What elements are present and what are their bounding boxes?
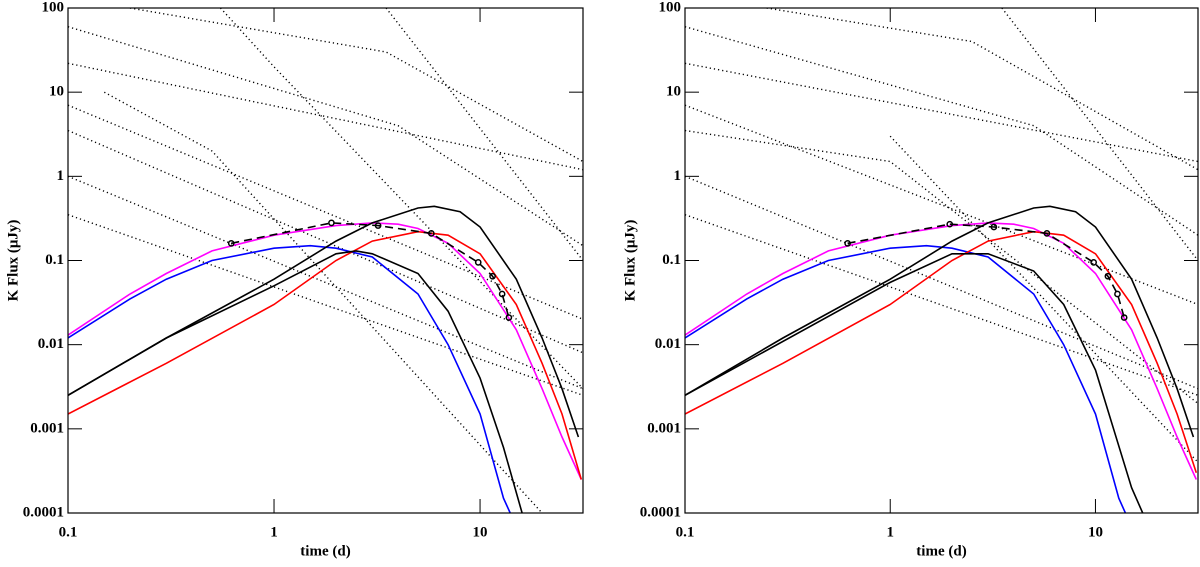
x-tick-label: 0.1 <box>676 524 695 540</box>
y-tick-label: 0.001 <box>647 420 681 436</box>
data-point <box>1090 259 1098 266</box>
curve <box>103 91 543 513</box>
data-point <box>946 220 954 228</box>
curve <box>685 26 1198 236</box>
y-tick-label: 0.1 <box>662 252 681 268</box>
x-tick-label: 0.1 <box>59 524 78 540</box>
curve <box>68 250 523 513</box>
curve <box>385 8 583 261</box>
y-axis-label: K Flux (μJy) <box>5 220 21 302</box>
frame <box>67 7 584 514</box>
curve <box>685 222 1198 480</box>
data-point <box>489 272 496 280</box>
curve <box>685 175 1198 390</box>
data-point <box>498 290 506 298</box>
curve <box>68 104 583 320</box>
data-point <box>374 222 382 229</box>
curve <box>68 222 583 480</box>
data-point <box>990 223 998 231</box>
frame <box>684 7 1199 514</box>
curve <box>685 253 1144 513</box>
plot-area <box>685 8 1198 513</box>
curve <box>685 230 1198 474</box>
data-point <box>1114 290 1121 298</box>
curve <box>685 214 1198 396</box>
y-tick-label: 0.001 <box>30 420 64 436</box>
curve <box>68 129 583 354</box>
y-tick-label: 100 <box>42 0 65 15</box>
x-tick-label: 1 <box>886 524 894 540</box>
curve <box>766 8 1198 171</box>
plot-area <box>68 8 583 513</box>
x-axis-label: time (d) <box>300 543 350 559</box>
curve <box>68 175 583 390</box>
curve <box>847 223 1125 318</box>
curve <box>889 135 1198 463</box>
data-point <box>505 314 513 321</box>
curve <box>68 230 583 480</box>
panel: 0.1 1 10 100 10 1 0.1 0.01 0.001 0.0001 time (d) K … <box>5 0 584 559</box>
data-point <box>474 259 482 266</box>
data-point <box>227 239 235 247</box>
curve <box>685 205 1195 438</box>
data-point <box>328 219 335 227</box>
curve <box>68 244 511 513</box>
data-point <box>427 230 435 237</box>
data-point <box>844 239 851 247</box>
curve <box>685 244 1127 513</box>
y-tick-label: 0.0001 <box>23 504 64 520</box>
curve <box>685 62 1198 163</box>
y-tick-label: 0.01 <box>655 336 681 352</box>
y-tick-label: 0.1 <box>45 252 64 268</box>
y-tick-label: 10 <box>666 84 681 100</box>
y-tick-label: 10 <box>49 84 64 100</box>
curve <box>68 62 583 171</box>
panel: 0.1 1 10 100 10 1 0.1 0.01 0.001 0.0001 time (d) K … <box>622 0 1199 559</box>
curve <box>68 26 583 247</box>
y-tick-label: 1 <box>674 168 682 184</box>
y-tick-label: 100 <box>659 0 682 15</box>
data-point <box>1104 272 1112 280</box>
y-tick-label: 0.0001 <box>640 504 681 520</box>
curve <box>68 205 580 438</box>
y-axis-label: K Flux (μJy) <box>622 220 638 302</box>
curve <box>129 8 583 163</box>
x-tick-label: 10 <box>1088 524 1103 540</box>
curve <box>231 222 510 318</box>
x-tick-label: 1 <box>270 524 278 540</box>
y-tick-label: 1 <box>57 168 65 184</box>
data-point <box>1120 314 1128 321</box>
y-tick-label: 0.01 <box>38 336 64 352</box>
curve <box>68 214 583 396</box>
x-tick-label: 10 <box>473 524 488 540</box>
curve <box>1001 8 1198 261</box>
curve <box>685 104 1198 306</box>
x-axis-label: time (d) <box>916 543 966 559</box>
data-point <box>1043 230 1051 237</box>
